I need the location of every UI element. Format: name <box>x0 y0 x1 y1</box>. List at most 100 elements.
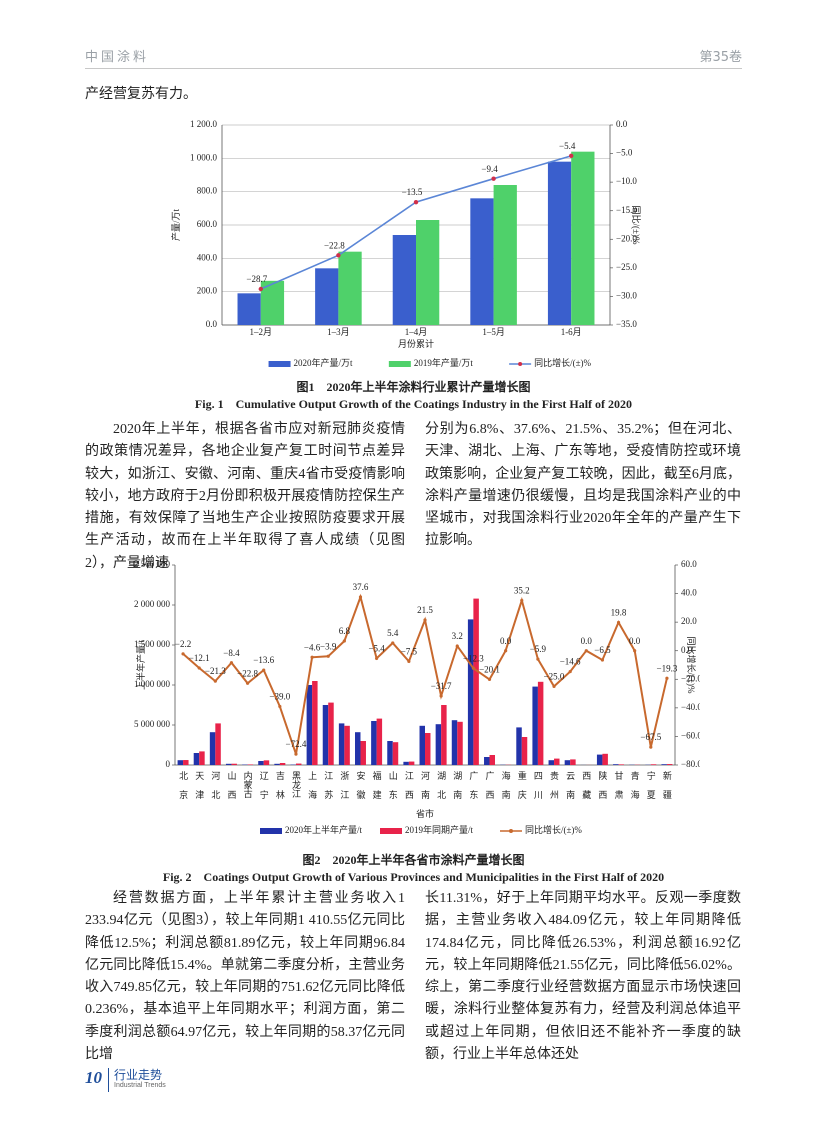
bar <box>360 741 366 765</box>
data-label: −72.4 <box>286 739 307 749</box>
data-label: −8.4 <box>223 648 240 658</box>
bar <box>532 686 538 765</box>
x-tick-label: 黑龙江 <box>291 771 301 799</box>
data-label: −13.5 <box>402 187 423 197</box>
bar <box>403 761 409 765</box>
line-point <box>569 153 574 159</box>
y2-tick-label: 0.0 <box>616 119 628 129</box>
bar <box>338 251 362 325</box>
figure-caption-en: Fig. 1 Cumulative Output Growth of the C… <box>194 397 633 411</box>
y-tick-label: 800.0 <box>197 186 218 196</box>
line-point <box>229 661 234 665</box>
bar <box>435 724 442 765</box>
journal-name: 中国涂料 <box>85 50 150 65</box>
line-point <box>375 656 379 661</box>
bar <box>516 727 522 765</box>
chart-provinces: 0 5 000 000 1 000 000 1 500 000 2 000 000 2 5… <box>134 559 700 835</box>
y-tick-label: 1 500 000 <box>134 639 171 649</box>
x-tick-label: 1–5月 <box>482 327 505 337</box>
data-label: −5.4 <box>559 141 576 151</box>
y-tick-label: 0.0 <box>206 319 218 329</box>
x-tick-label: 1–2月 <box>250 327 273 337</box>
line-point <box>455 644 459 648</box>
y2-tick-label: −40.0 <box>681 702 700 712</box>
bar <box>387 741 393 765</box>
data-label: 35.2 <box>514 585 530 595</box>
volume: 第35卷 <box>699 50 742 65</box>
y-axis-label: 产量/万t <box>170 209 181 242</box>
data-label: −3.9 <box>320 641 337 651</box>
x-tick-label: 山东 <box>388 771 398 809</box>
data-label: −25.0 <box>544 671 565 681</box>
x-tick-label: 四川 <box>533 771 543 809</box>
data-label: 5.4 <box>387 628 399 638</box>
bar <box>408 761 415 765</box>
x-tick-label: 甘肃 <box>614 770 624 809</box>
data-label: −22.8 <box>324 240 345 250</box>
line-point <box>181 652 185 656</box>
line-point <box>423 618 427 622</box>
data-label: 0.0 <box>500 636 512 646</box>
y2-tick-label: −20.0 <box>616 233 637 243</box>
page-number: 10 <box>85 1068 102 1087</box>
bar <box>376 718 383 765</box>
legend-swatch <box>268 361 291 367</box>
y-tick-label: 2 000 000 <box>134 599 171 609</box>
line-point <box>616 620 621 625</box>
line-point <box>310 655 314 659</box>
y-tick-label: 0 <box>166 759 171 769</box>
x-tick-label: 湖北 <box>436 771 446 809</box>
line-point <box>600 658 605 662</box>
x-tick-label: 1-6月 <box>561 327 582 337</box>
line-point <box>407 659 411 664</box>
line-point <box>491 176 496 181</box>
figure-caption: 图2 2020年上半年各省市涂料产量增长图 <box>302 853 525 867</box>
x-tick-label: 1–3月 <box>327 327 350 337</box>
data-label: −13.6 <box>253 655 274 665</box>
bar <box>263 760 270 765</box>
bar <box>548 760 555 765</box>
line-point <box>258 286 263 292</box>
line-point <box>520 598 524 603</box>
bar <box>237 293 261 325</box>
chart-cumulative: 0.0 200.0 400.0 600.0 800.0 1 000.0 1 200.0 0.0… <box>170 119 642 368</box>
figure-caption: 图1 2020年上半年涂料行业累计产量增长图 <box>296 380 531 394</box>
y2-tick-label: −5.0 <box>616 148 633 158</box>
paragraph: 2020年上半年，根据各省市应对新冠肺炎疫情的政策情况差异，各地企业复产复工时间… <box>85 422 405 571</box>
bar <box>564 760 571 765</box>
bar <box>571 151 595 325</box>
data-label: 6.8 <box>339 626 351 636</box>
line-point <box>413 199 419 205</box>
x-tick-label: 吉林 <box>275 771 285 809</box>
x-tick-label: 广西 <box>485 770 495 809</box>
data-label: −21.3 <box>205 666 226 676</box>
x-tick-label: 海南 <box>501 770 511 809</box>
bar <box>260 280 285 325</box>
figure-caption-en: Fig. 2 Coatings Output Growth of Various… <box>162 870 665 884</box>
line-point <box>665 676 669 680</box>
data-label: −19.3 <box>657 663 678 673</box>
bar <box>279 763 286 765</box>
bar <box>338 723 345 765</box>
bar <box>344 725 350 765</box>
bar <box>328 702 334 765</box>
y2-tick-label: −20.0 <box>681 673 700 683</box>
bar <box>312 681 318 765</box>
x-tick-label: 青海 <box>630 770 640 809</box>
x-tick-label: 江西 <box>404 771 414 809</box>
line-point <box>536 657 540 661</box>
y2-tick-label: −10.0 <box>616 176 637 186</box>
y2-tick-label: 60.0 <box>681 559 697 569</box>
bar <box>661 764 667 765</box>
y2-tick-label: −30.0 <box>616 290 637 300</box>
y2-tick-label: −35.0 <box>616 319 637 329</box>
bar <box>470 198 494 325</box>
x-tick-label: 天津 <box>194 771 204 809</box>
y2-tick-label: −60.0 <box>681 730 700 740</box>
x-tick-label: 福建 <box>372 770 382 809</box>
intro-text: 产经营复苏有力。 <box>85 87 197 102</box>
section-name: 行业走势 <box>114 1068 163 1082</box>
data-label: −31.7 <box>431 681 452 691</box>
legend-label: 2019年产量/万t <box>414 357 474 368</box>
bar <box>274 763 280 765</box>
